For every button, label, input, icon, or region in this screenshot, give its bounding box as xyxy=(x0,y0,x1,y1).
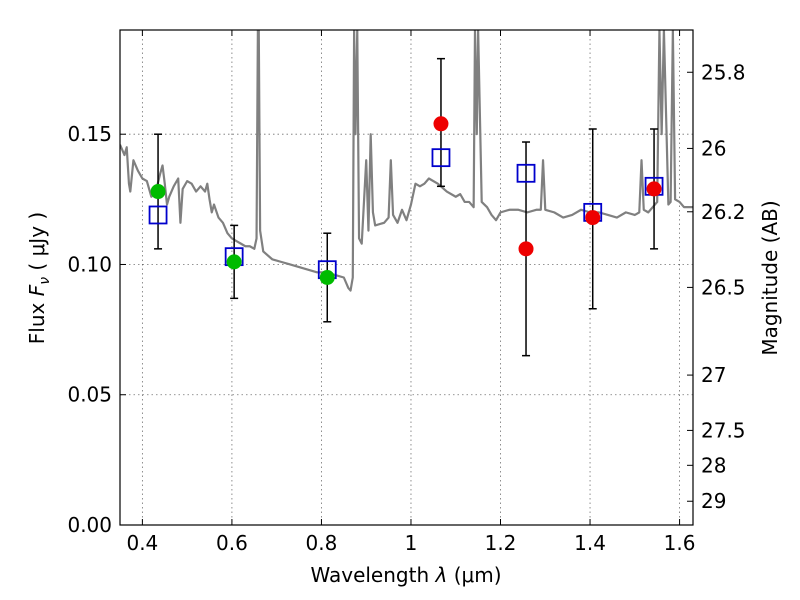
observed-point-red xyxy=(433,116,449,132)
y2-axis-label: Magnitude (AB) xyxy=(758,200,782,355)
y-tick-label: 0.00 xyxy=(67,513,112,537)
model-photometry-square xyxy=(148,205,168,225)
grid xyxy=(120,30,693,525)
y2-tick-label: 29 xyxy=(701,489,726,513)
observed-point-green xyxy=(319,270,335,285)
observed-point-red xyxy=(518,241,534,257)
x-tick-label: 1.6 xyxy=(664,531,696,555)
observed-point-green xyxy=(150,184,166,200)
observed-point-red xyxy=(585,210,601,226)
y2-tick-label: 25.8 xyxy=(701,60,746,84)
y2-tick-label: 27 xyxy=(701,363,726,387)
y2-tick-label: 28 xyxy=(701,453,726,477)
plot-frame xyxy=(119,29,694,526)
y2-tick-label: 26 xyxy=(701,136,726,160)
y-tick-label: 0.05 xyxy=(67,383,112,407)
y-tick-label: 0.15 xyxy=(67,122,112,146)
axis-ticks: 0.4 0.6 0.8 1 1.2 1.4 1.6 0.00 0.05 0.10 0.15 25.8 2… xyxy=(67,30,746,555)
observed-point-green xyxy=(226,254,242,270)
x-tick-label: 0.6 xyxy=(216,531,248,555)
x-tick-label: 0.4 xyxy=(126,531,158,555)
y-tick-label: 0.10 xyxy=(67,252,112,276)
x-axis-label: Wavelength λ (μm) xyxy=(310,563,501,587)
plot-area xyxy=(120,30,693,357)
x-tick-label: 1.2 xyxy=(485,531,517,555)
x-tick-label: 1 xyxy=(405,531,418,555)
x-tick-label: 0.8 xyxy=(306,531,338,555)
model-photometry-square xyxy=(516,163,536,183)
y2-tick-label: 26.5 xyxy=(701,275,746,299)
spectrum-line xyxy=(120,30,693,292)
y2-tick-label: 27.5 xyxy=(701,418,746,442)
model-photometry-square xyxy=(431,148,451,168)
y-axis-label: Flux Fν ( μJy ) xyxy=(25,212,53,344)
observed-point-red xyxy=(646,181,662,197)
x-tick-label: 1.4 xyxy=(574,531,606,555)
y2-tick-label: 26.2 xyxy=(701,200,746,224)
